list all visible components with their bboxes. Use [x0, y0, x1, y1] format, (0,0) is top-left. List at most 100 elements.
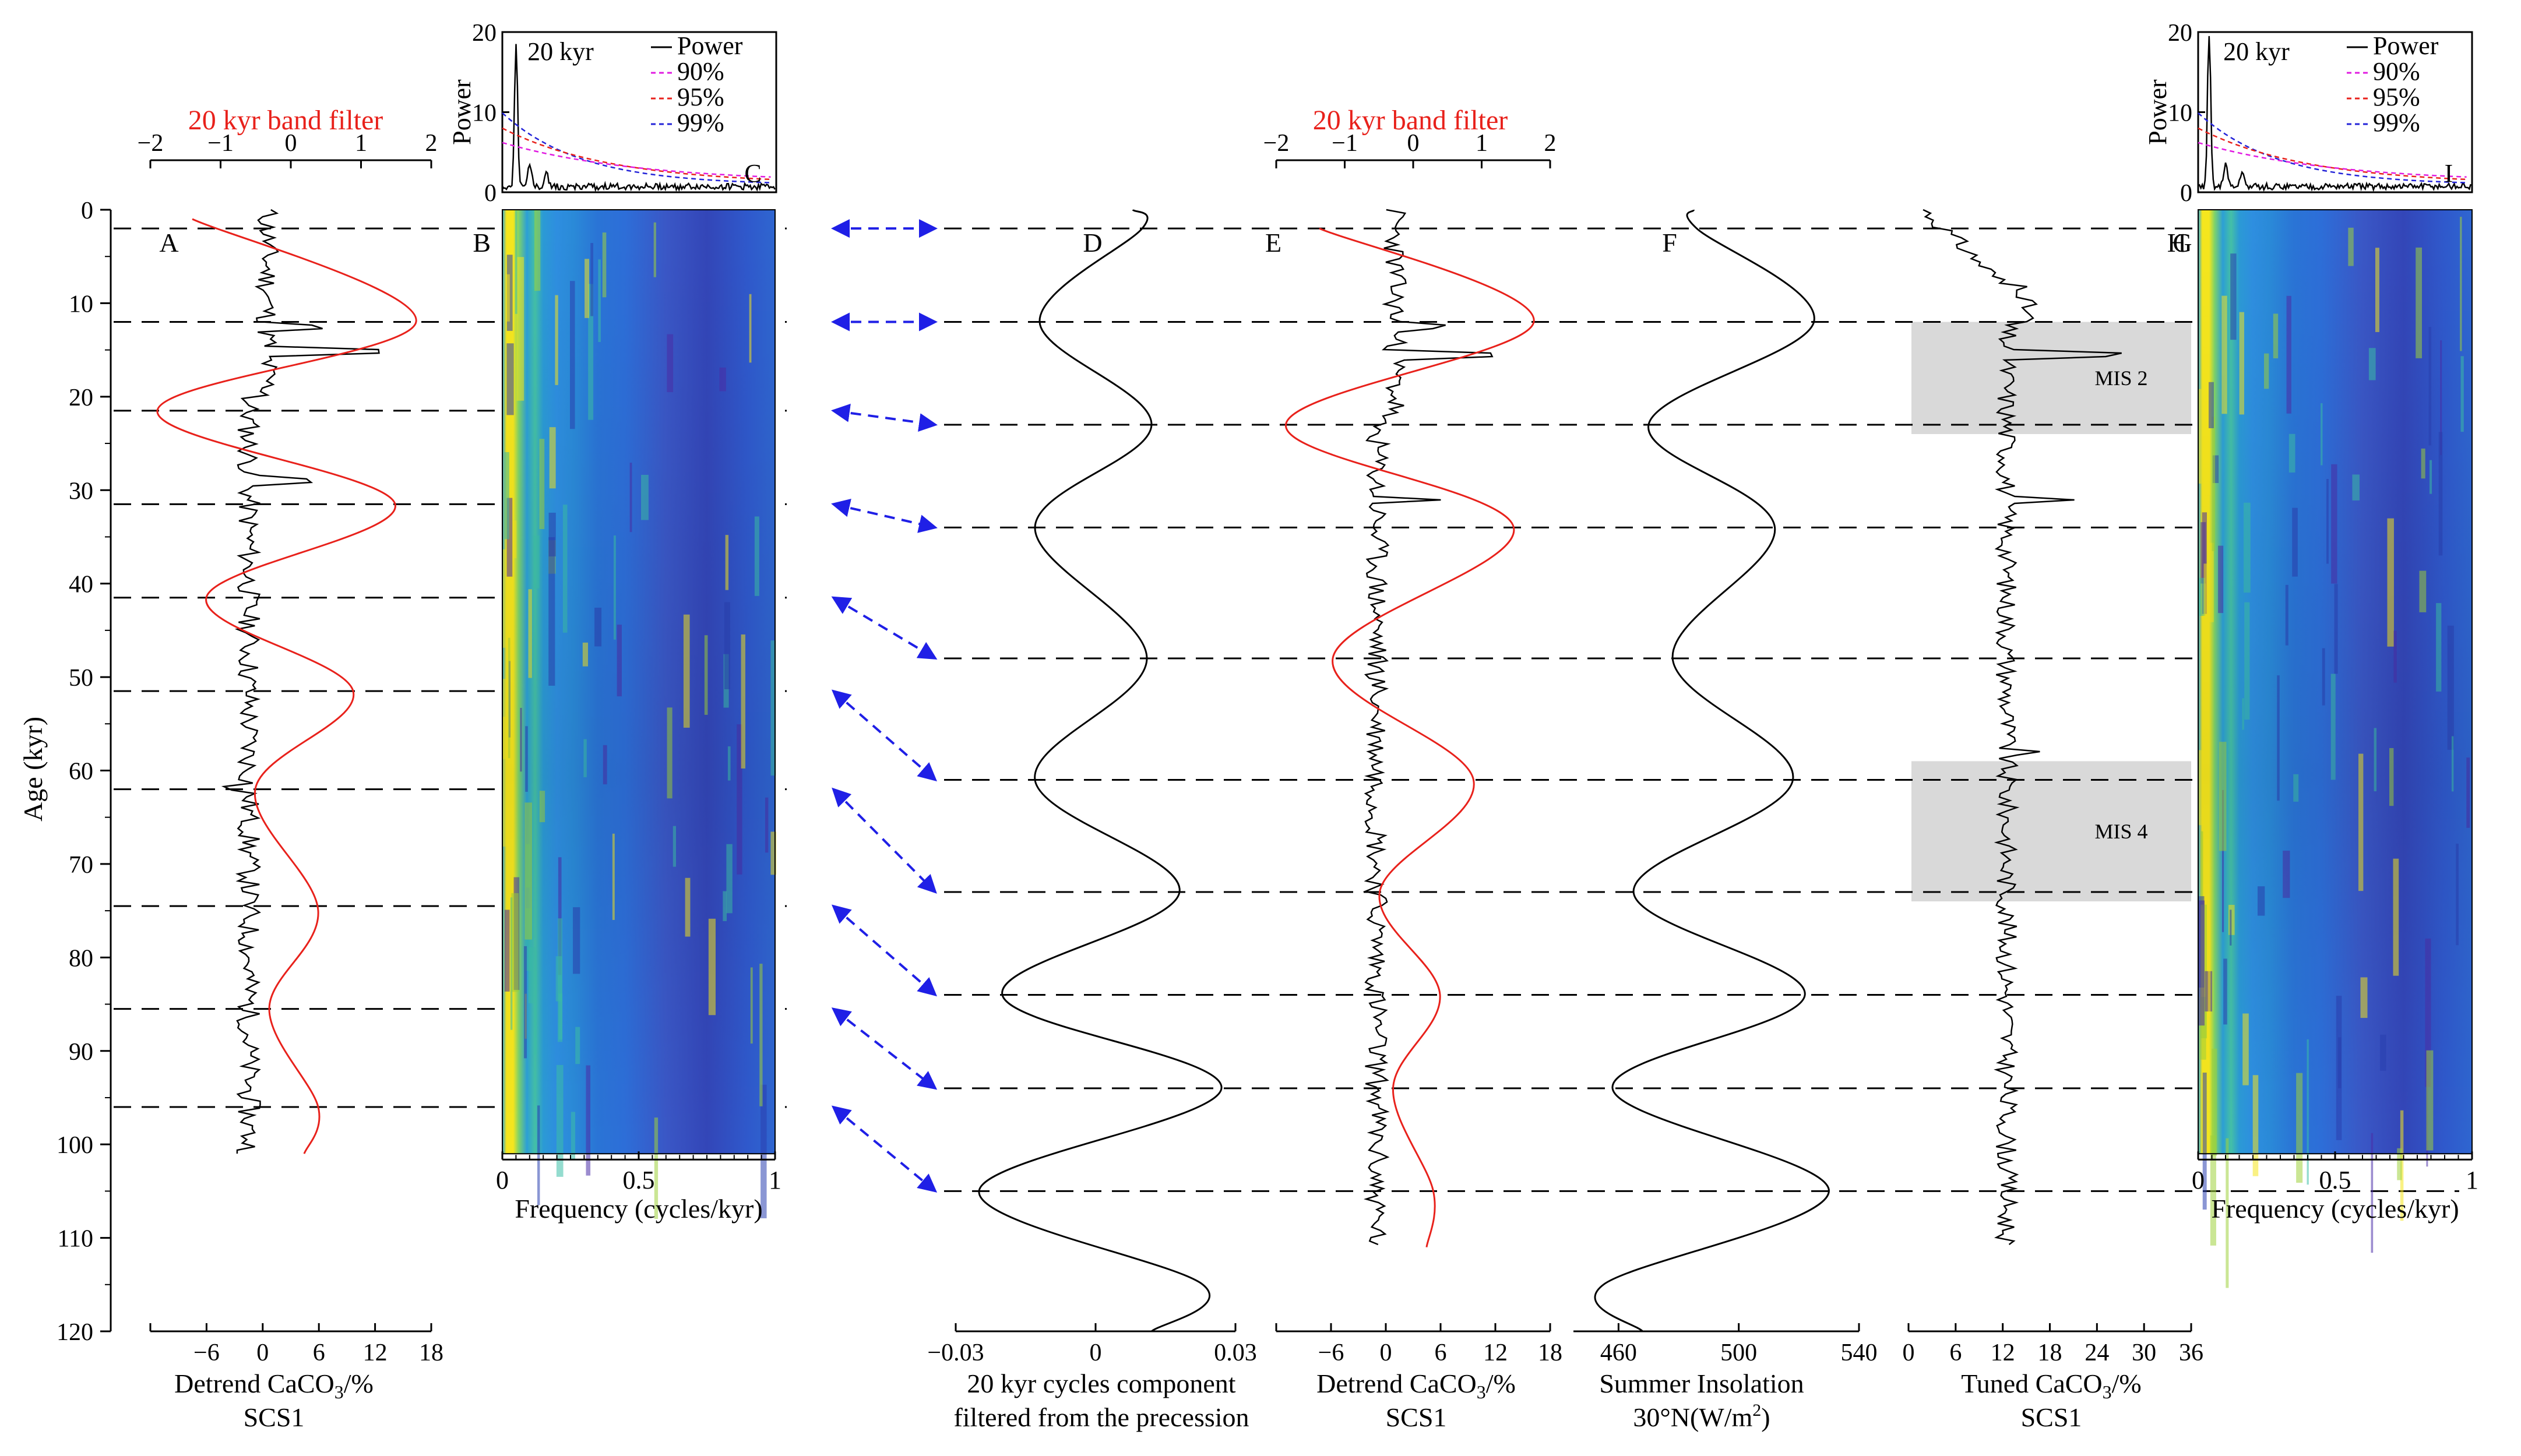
panel-A-top-title: 20 kyr band filter	[188, 105, 383, 136]
superscript: 2	[1752, 1401, 1761, 1420]
panel-F-xlabel-line2: 30°N(W/m2)	[1633, 1401, 1770, 1432]
panel-E: E−2 −1 0 1 220 kyr band filter−6 0 6 12 18Detren…	[1263, 105, 1562, 1432]
panel-B-axis-tick-label: 0.5	[623, 1166, 655, 1194]
age-axis-label: Age (kyr)	[18, 717, 48, 822]
panel-H-spectral-band	[2397, 1148, 2402, 1180]
panel-G-xlabel-line2: SCS1	[2021, 1402, 2082, 1432]
panel-B-xlabel: Frequency (cycles/kyr)	[515, 1194, 762, 1224]
panel-E-top-axis-tick-label: −1	[1332, 130, 1358, 157]
panel-H-axis-tick-label: 0	[2192, 1166, 2205, 1194]
panel-E-top-title: 20 kyr band filter	[1313, 105, 1508, 136]
panel-H-xlabel: Frequency (cycles/kyr)	[2211, 1194, 2459, 1224]
gray-band	[1911, 761, 2191, 902]
correlation-arrows	[831, 219, 938, 1193]
panel-C-peak-label: 20 kyr	[527, 37, 594, 66]
correlation-arrow	[831, 689, 938, 782]
panel-G-axis-tick-label: 0	[1903, 1339, 1915, 1366]
panel-C-legend-label: 99%	[677, 108, 724, 137]
age-tick-label: 60	[69, 759, 93, 785]
panel-E-top-axis-tick-label: 1	[1476, 130, 1488, 157]
gray-band-label: MIS 2	[2094, 366, 2147, 390]
panel-F-tick-label: 500	[1720, 1339, 1757, 1366]
age-tick-label: 70	[69, 852, 93, 879]
panel-I-threshold-line	[2198, 112, 2467, 184]
panel-C-letter: C	[744, 159, 761, 188]
panel-G-axis-tick-label: 6	[1949, 1339, 1962, 1366]
correlation-arrow	[831, 1007, 938, 1090]
subscript: 3	[2103, 1381, 2112, 1402]
panel-I-threshold-line	[2198, 127, 2467, 181]
panel-A-top-axis-tick-label: 1	[355, 130, 367, 157]
age-tick-label: 0	[81, 198, 93, 224]
panel-E-letter: E	[1265, 228, 1281, 258]
correlation-arrow	[832, 787, 937, 894]
age-tick-label: 20	[69, 385, 93, 411]
panel-E-bottom-axis-tick-label: −6	[1318, 1339, 1344, 1366]
panel-D-axis-tick-label: −0.03	[927, 1339, 984, 1366]
panel-C-legend-label: 90%	[677, 57, 724, 86]
panel-A-bottom-axis-tick-label: 6	[313, 1339, 325, 1366]
panel-C-frame	[501, 31, 777, 193]
panel-C-legend-label: Power	[677, 31, 743, 60]
panel-F-letter: F	[1662, 228, 1677, 258]
label-rest: )	[1761, 1402, 1770, 1432]
age-tick-label: 100	[57, 1132, 93, 1159]
panel-E-top-axis-tick-label: −2	[1263, 130, 1290, 157]
panel-I-ytick-label: 0	[2180, 180, 2192, 207]
panel-E-bottom-axis-tick-label: 6	[1435, 1339, 1447, 1366]
subscript: 3	[335, 1381, 344, 1402]
panel-I-peak-label: 20 kyr	[2223, 37, 2290, 66]
panel-B-axis-tick-label: 1	[769, 1166, 781, 1194]
panel-A-top-axis-tick-label: −2	[138, 130, 164, 157]
panel-E-top-axis-tick-label: 0	[1407, 130, 1420, 157]
panel-E-detrend-line	[1362, 209, 1494, 1246]
label-rest: /%	[344, 1369, 374, 1398]
panel-H-axis-tick-label: 0.5	[2319, 1166, 2351, 1194]
age-tick-label: 10	[69, 291, 93, 318]
panel-A-xlabel: Detrend CaCO3/%	[174, 1369, 374, 1402]
panel-G-axis-tick-label: 24	[2085, 1339, 2109, 1366]
panel-C-ytick-label: 10	[472, 100, 497, 127]
panel-B-letter: B	[473, 228, 491, 258]
panel-C-power-line	[501, 44, 776, 192]
panel-D-axis-tick-label: 0	[1090, 1339, 1102, 1366]
panel-F-line	[1594, 209, 1830, 1332]
panel-I-legend-label: Power	[2373, 31, 2439, 60]
panel-F-xlabel: Summer Insolation	[1599, 1369, 1804, 1398]
panel-D: D −0.03 0 0.03 20 kyr cycles component filter…	[927, 209, 1257, 1432]
age-tick-label: 80	[69, 945, 93, 972]
panel-I-legend-label: 95%	[2373, 83, 2420, 111]
panel-E-bottom-axis-tick-label: 12	[1483, 1339, 1508, 1366]
panel-F-tick-label: 460	[1600, 1339, 1637, 1366]
age-tick-label: 120	[57, 1319, 93, 1346]
panel-D-xlabel: 20 kyr cycles component	[967, 1369, 1235, 1398]
panel-E-xlabel: Detrend CaCO3/%	[1316, 1369, 1516, 1402]
panel-A-detrend-line	[221, 209, 380, 1154]
panel-F-tick-label: 540	[1841, 1339, 1878, 1366]
panel-A-top-axis-tick-label: 2	[425, 130, 438, 157]
age-tick-label: 90	[69, 1039, 93, 1066]
panel-B-axis-tick-label: 0	[496, 1166, 509, 1194]
gray-bands: MIS 2 MIS 4	[1911, 322, 2191, 902]
panel-G-axis-tick-label: 12	[1991, 1339, 2015, 1366]
panel-C-threshold-line	[502, 112, 771, 184]
panel-G-axis-tick-label: 36	[2179, 1339, 2203, 1366]
panel-A-bottom-axis-tick-label: 0	[256, 1339, 269, 1366]
age-ticks: 0 10 20 30 40 50 60 70 80 90 100 110 120	[57, 198, 111, 1346]
panel-F: F 460 500 540 Summer Insolation 30°N(W/m2)	[1573, 209, 1878, 1432]
panel-G-axis-tick-label: 30	[2132, 1339, 2156, 1366]
correlation-arrow	[831, 904, 938, 997]
panel-I-power-line	[2197, 36, 2471, 192]
panel-H-letter: H	[2167, 228, 2186, 258]
panel-E-bottom-axis-tick-label: 0	[1380, 1339, 1392, 1366]
panel-D-xlabel-line2: filtered from the precession	[953, 1402, 1249, 1432]
panel-G-xlabel: Tuned CaCO3/%	[1961, 1369, 2142, 1402]
panel-H-axis-tick-label: 1	[2466, 1166, 2478, 1194]
panel-A-letter: A	[159, 228, 178, 258]
